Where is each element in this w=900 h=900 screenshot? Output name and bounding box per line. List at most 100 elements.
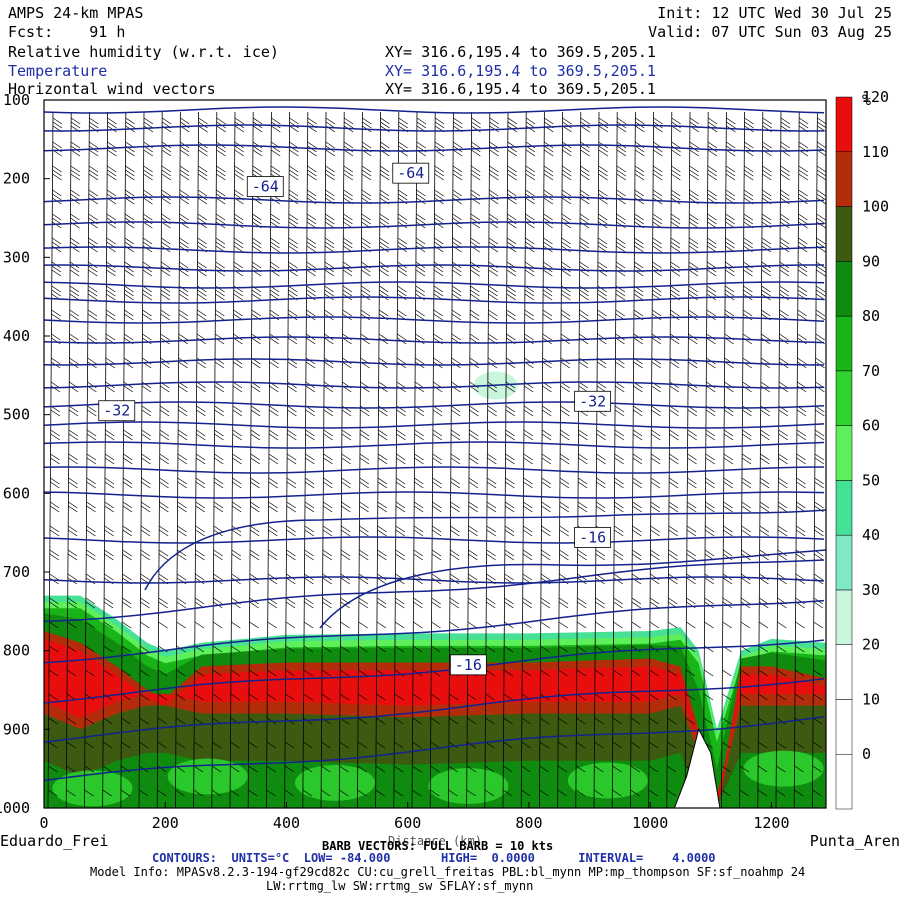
barb-flag bbox=[376, 601, 387, 609]
barb-flag bbox=[177, 453, 188, 461]
barb-flag bbox=[557, 741, 568, 749]
barb-flag bbox=[376, 597, 387, 605]
barb-flag bbox=[561, 197, 572, 205]
barb-flag bbox=[614, 429, 625, 437]
barb-flag bbox=[670, 309, 680, 317]
barb-flag bbox=[470, 269, 480, 277]
barb-flag bbox=[780, 213, 790, 221]
wind-barb-column bbox=[739, 111, 754, 808]
barb-flag bbox=[576, 717, 586, 725]
barb-flag bbox=[284, 741, 295, 749]
barb-flag bbox=[161, 169, 172, 177]
barb-flag bbox=[559, 453, 570, 461]
barb-flag bbox=[596, 505, 606, 513]
barb-flag bbox=[106, 213, 117, 221]
barb-flag bbox=[723, 529, 733, 537]
barb-staff bbox=[393, 111, 400, 808]
barb-flag bbox=[415, 333, 425, 341]
barb-flag bbox=[195, 481, 206, 489]
barb-legend: BARB VECTORS: FULL BARB = 10 kts bbox=[322, 839, 554, 853]
barb-flag bbox=[817, 121, 826, 129]
barb-flag bbox=[795, 597, 805, 605]
barb-flag bbox=[505, 505, 515, 513]
barb-flag bbox=[449, 693, 459, 701]
barb-flag bbox=[615, 337, 625, 345]
barb-flag bbox=[433, 309, 443, 317]
barb-flag bbox=[633, 293, 644, 301]
barb-flag bbox=[613, 549, 624, 557]
barb-flag bbox=[741, 577, 751, 585]
barb-flag bbox=[470, 189, 481, 197]
barb-flag bbox=[797, 269, 808, 277]
barb-flag bbox=[288, 289, 298, 297]
barb-flag bbox=[284, 789, 294, 797]
barb-flag bbox=[431, 573, 442, 581]
barb-flag bbox=[52, 217, 62, 225]
barb-flag bbox=[103, 717, 113, 725]
barb-flag bbox=[268, 477, 278, 485]
barb-flag bbox=[360, 409, 370, 417]
barb-flag bbox=[377, 501, 387, 509]
wind-barb-column bbox=[156, 111, 172, 808]
barb-flag bbox=[489, 189, 499, 197]
barb-flag bbox=[469, 409, 479, 417]
barb-flag bbox=[357, 765, 367, 773]
barb-flag bbox=[813, 693, 823, 701]
barb-flag bbox=[705, 529, 715, 537]
isotherm bbox=[44, 441, 825, 449]
barb-staff bbox=[266, 111, 272, 808]
barb-flag bbox=[649, 597, 660, 605]
barb-flag bbox=[341, 525, 351, 533]
barb-flag bbox=[466, 789, 476, 797]
barb-flag bbox=[594, 645, 605, 653]
barb-flag bbox=[648, 741, 659, 749]
y-tick-label: 900 bbox=[3, 720, 30, 738]
barb-flag bbox=[415, 241, 426, 249]
barb-flag bbox=[796, 501, 806, 509]
barb-flag bbox=[451, 357, 461, 365]
barb-flag bbox=[488, 289, 498, 297]
barb-flag bbox=[398, 193, 408, 201]
barb-flag bbox=[396, 381, 407, 389]
barb-flag bbox=[741, 525, 751, 533]
barb-flag bbox=[794, 693, 805, 701]
barb-flag bbox=[378, 381, 388, 389]
isotherm bbox=[44, 264, 824, 272]
barb-flag bbox=[194, 717, 204, 725]
barb-flag bbox=[814, 429, 825, 437]
barb-flag bbox=[757, 789, 768, 797]
barb-flag bbox=[287, 409, 297, 417]
barb-flag bbox=[125, 149, 135, 157]
barb-flag bbox=[798, 121, 809, 129]
barb-flag bbox=[559, 501, 569, 509]
barb-flag bbox=[415, 265, 426, 273]
barb-flag bbox=[507, 221, 517, 229]
barb-flag bbox=[394, 693, 404, 701]
barb-flag bbox=[66, 669, 77, 677]
barb-flag bbox=[142, 245, 153, 253]
start-location: Eduardo_Frei bbox=[0, 832, 109, 850]
barb-flag bbox=[270, 245, 280, 253]
barb-flag bbox=[505, 481, 515, 489]
barb-flag bbox=[161, 197, 171, 205]
barb-flag bbox=[67, 573, 78, 581]
barb-flag bbox=[561, 189, 572, 197]
barb-flag bbox=[138, 789, 149, 797]
barb-flag bbox=[488, 217, 499, 225]
barb-flag bbox=[214, 409, 224, 417]
barb-flag bbox=[742, 309, 753, 317]
barb-flag bbox=[304, 597, 314, 605]
isotherm-warm bbox=[144, 509, 826, 591]
barb-flag bbox=[488, 333, 498, 341]
barb-flag bbox=[542, 289, 553, 297]
barb-flag bbox=[104, 525, 114, 533]
field-xy-rh: XY= 316.6,195.4 to 369.5,205.1 bbox=[385, 43, 656, 61]
barb-flag bbox=[705, 501, 715, 509]
barb-flag bbox=[67, 601, 77, 609]
barb-flag bbox=[379, 237, 389, 245]
barb-flag bbox=[485, 693, 495, 701]
barb-flag bbox=[559, 529, 569, 537]
barb-flag bbox=[430, 765, 440, 773]
barb-flag bbox=[379, 261, 389, 269]
isotherm bbox=[44, 124, 825, 132]
